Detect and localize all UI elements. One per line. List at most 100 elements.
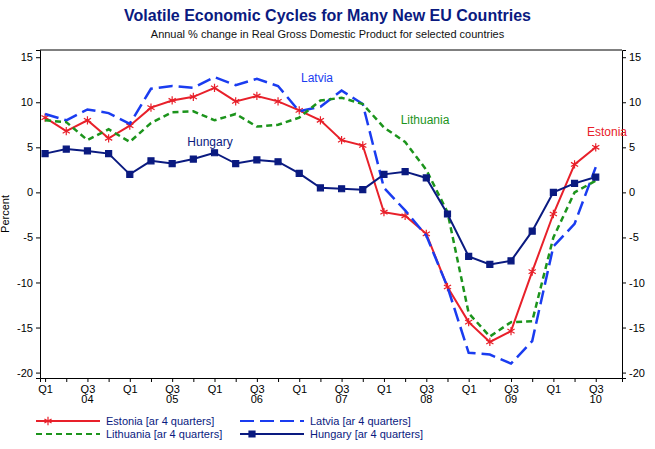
markers: [42, 146, 599, 267]
tick-label: Q1: [123, 383, 138, 395]
marker: [529, 228, 535, 234]
tick-label: -10: [17, 277, 33, 289]
tick: -10: [17, 277, 40, 289]
tick-label: Q1: [38, 383, 53, 395]
marker: [529, 268, 536, 276]
marker: [550, 210, 557, 218]
tick: 10: [21, 96, 40, 108]
series-line: [45, 88, 596, 342]
tick-mark: [36, 147, 40, 148]
tick: -15: [622, 322, 645, 334]
marker: [190, 93, 197, 101]
tick: 5: [27, 141, 40, 153]
series-line: [45, 77, 596, 364]
marker: [275, 159, 281, 165]
tick: [532, 378, 533, 382]
legend-label: Latvia [ar 4 quarters]: [310, 415, 411, 427]
series-line: [45, 149, 596, 264]
y-axis-right: -20-15-10-5051015: [622, 51, 645, 379]
tick-mark: [622, 282, 626, 283]
tick-mark: [447, 378, 448, 382]
tick-mark: [469, 378, 470, 382]
tick: -5: [622, 231, 639, 243]
tick-mark: [622, 102, 626, 103]
tick: Q1: [123, 378, 138, 395]
legend-swatch: [36, 433, 100, 435]
tick-mark: [151, 378, 152, 382]
marker: [212, 150, 218, 156]
series-line: [45, 98, 596, 337]
tick-mark: [236, 378, 237, 382]
tick-mark: [257, 378, 258, 382]
tick-label: 10: [629, 96, 641, 108]
marker: [147, 104, 154, 112]
tick-mark: [363, 378, 364, 382]
tick-label: -15: [629, 322, 645, 334]
tick-label: 0: [27, 186, 33, 198]
marker: [592, 143, 599, 151]
marker: [360, 187, 366, 193]
annotation: Hungary: [187, 135, 232, 149]
tick: 5: [622, 141, 635, 153]
tick: Q1: [462, 378, 477, 395]
marker: [444, 211, 450, 217]
marker: [169, 96, 176, 104]
tick: Q1: [377, 378, 392, 395]
tick-label: Q1: [292, 383, 307, 395]
y-axis: -20-15-10-5051015: [17, 51, 40, 379]
tick-mark: [172, 378, 173, 382]
tick-mark: [36, 57, 40, 58]
year-label: 08: [420, 393, 432, 405]
tick: Q1: [38, 378, 53, 395]
marker: [593, 174, 599, 180]
tick-mark: [575, 378, 576, 382]
legend-swatch: [240, 420, 304, 422]
tick: [236, 378, 237, 382]
tick-mark: [193, 378, 194, 382]
tick-label: -5: [629, 231, 639, 243]
tick: [278, 378, 279, 382]
tick-mark: [426, 378, 427, 382]
marker: [190, 156, 196, 162]
legend-marker: [44, 417, 51, 425]
marker: [380, 208, 387, 216]
tick: -20: [17, 367, 40, 379]
tick-mark: [299, 378, 300, 382]
tick-mark: [553, 378, 554, 382]
tick-mark: [511, 378, 512, 382]
legend-item: Latvia [ar 4 quarters]: [240, 415, 411, 427]
tick: Q1: [208, 378, 223, 395]
tick-mark: [278, 378, 279, 382]
tick-mark: [215, 378, 216, 382]
tick: Q1: [292, 378, 307, 395]
tick: [109, 378, 110, 382]
tick-mark: [36, 192, 40, 193]
legend-label: Hungary [ar 4 quarters]: [310, 428, 423, 440]
legend-item: Hungary [ar 4 quarters]: [240, 428, 423, 440]
tick: -5: [23, 231, 40, 243]
annotation: Latvia: [301, 71, 333, 85]
tick-mark: [384, 378, 385, 382]
marker: [339, 186, 345, 192]
marker: [84, 116, 91, 124]
tick-mark: [36, 237, 40, 238]
tick-mark: [320, 378, 321, 382]
tick-mark: [66, 378, 67, 382]
plot-area: [41, 77, 599, 364]
marker: [487, 261, 493, 267]
title: Volatile Economic Cycles for Many New EU…: [124, 7, 531, 24]
marker: [402, 169, 408, 175]
tick: [320, 378, 321, 382]
tick-label: Q1: [462, 383, 477, 395]
marker: [211, 84, 218, 92]
chart: Volatile Economic Cycles for Many New EU…: [0, 0, 655, 449]
legend: Estonia [ar 4 quarters]Latvia [ar 4 quar…: [36, 415, 423, 440]
year-label: 05: [166, 393, 178, 405]
axis-line: [36, 51, 41, 379]
tick-mark: [109, 378, 110, 382]
tick: [151, 378, 152, 382]
marker: [571, 160, 578, 168]
tick-label: 10: [21, 96, 33, 108]
tick-label: -20: [17, 367, 33, 379]
markers: [41, 84, 599, 346]
